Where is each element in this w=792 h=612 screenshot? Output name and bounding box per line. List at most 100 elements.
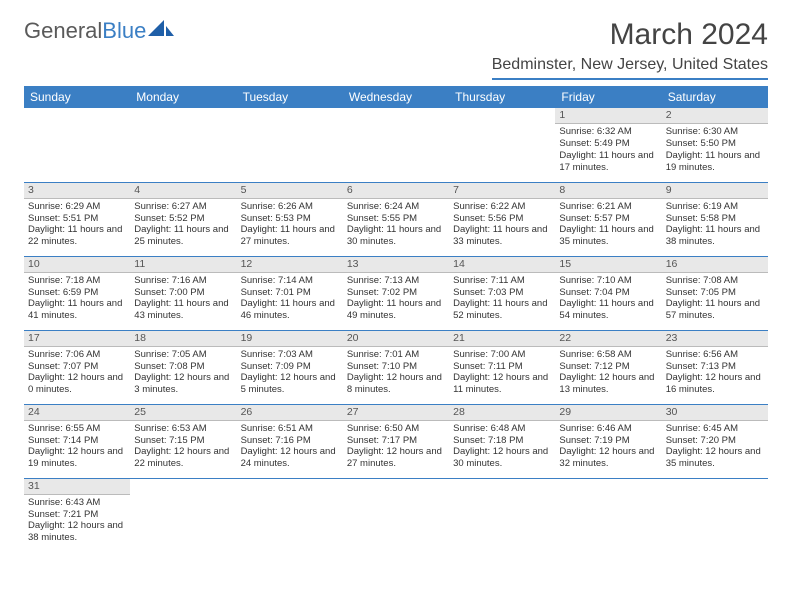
calendar-cell: 3Sunrise: 6:29 AMSunset: 5:51 PMDaylight… xyxy=(24,182,130,256)
day-details: Sunrise: 7:01 AMSunset: 7:10 PMDaylight:… xyxy=(347,349,445,397)
day-number: 16 xyxy=(662,257,768,273)
day-number: 13 xyxy=(343,257,449,273)
calendar-cell: 29 Sunrise: 6:46 AMSunset: 7:19 PMDayligh… xyxy=(555,404,661,478)
weekday-header: Thursday xyxy=(449,86,555,108)
day-number: 12 xyxy=(237,257,343,273)
logo: GeneralBlue xyxy=(24,18,174,44)
day-number xyxy=(662,479,768,494)
calendar-cell: 30Sunrise: 6:45 AMSunset: 7:20 PMDayligh… xyxy=(662,404,768,478)
calendar-cell: 16Sunrise: 7:08 AMSunset: 7:05 PMDayligh… xyxy=(662,256,768,330)
day-number: 29 xyxy=(555,405,661,421)
day-details: Sunrise: 6:43 AMSunset: 7:21 PMDaylight:… xyxy=(28,497,126,545)
day-details: Sunrise: 6:53 AMSunset: 7:15 PMDaylight:… xyxy=(134,423,232,471)
day-details: Sunrise: 6:19 AMSunset: 5:58 PMDaylight:… xyxy=(666,201,764,249)
day-number: 19 xyxy=(237,331,343,347)
day-details: Sunrise: 6:50 AMSunset: 7:17 PMDaylight:… xyxy=(347,423,445,471)
calendar-cell: 7Sunrise: 6:22 AMSunset: 5:56 PMDaylight… xyxy=(449,182,555,256)
day-number: 21 xyxy=(449,331,555,347)
day-number: 1 xyxy=(555,108,661,124)
day-number xyxy=(343,108,449,123)
day-number xyxy=(24,108,130,123)
calendar-cell: 10Sunrise: 7:18 AMSunset: 6:59 PMDayligh… xyxy=(24,256,130,330)
day-number xyxy=(237,479,343,494)
calendar-row: 31 Sunrise: 6:43 AMSunset: 7:21 PMDayligh… xyxy=(24,478,768,552)
calendar-row: 17 Sunrise: 7:06 AMSunset: 7:07 PMDayligh… xyxy=(24,330,768,404)
calendar-cell: 12 Sunrise: 7:14 AMSunset: 7:01 PMDayligh… xyxy=(237,256,343,330)
day-details: Sunrise: 6:27 AMSunset: 5:52 PMDaylight:… xyxy=(134,201,232,249)
calendar-table: SundayMondayTuesdayWednesdayThursdayFrid… xyxy=(24,86,768,552)
day-number: 22 xyxy=(555,331,661,347)
day-number: 18 xyxy=(130,331,236,347)
calendar-row: 24 Sunrise: 6:55 AMSunset: 7:14 PMDayligh… xyxy=(24,404,768,478)
calendar-cell: 26Sunrise: 6:51 AMSunset: 7:16 PMDayligh… xyxy=(237,404,343,478)
calendar-cell: 20 Sunrise: 7:01 AMSunset: 7:10 PMDayligh… xyxy=(343,330,449,404)
calendar-cell: 21 Sunrise: 7:00 AMSunset: 7:11 PMDayligh… xyxy=(449,330,555,404)
calendar-cell-empty xyxy=(237,478,343,552)
day-details: Sunrise: 6:55 AMSunset: 7:14 PMDaylight:… xyxy=(28,423,126,471)
calendar-cell-empty xyxy=(343,108,449,182)
day-number xyxy=(130,108,236,123)
day-details: Sunrise: 6:26 AMSunset: 5:53 PMDaylight:… xyxy=(241,201,339,249)
weekday-header: Wednesday xyxy=(343,86,449,108)
calendar-cell: 11 Sunrise: 7:16 AMSunset: 7:00 PMDayligh… xyxy=(130,256,236,330)
calendar-cell: 1Sunrise: 6:32 AMSunset: 5:49 PMDaylight… xyxy=(555,108,661,182)
calendar-row: 10Sunrise: 7:18 AMSunset: 6:59 PMDayligh… xyxy=(24,256,768,330)
day-number: 5 xyxy=(237,183,343,199)
day-number: 20 xyxy=(343,331,449,347)
day-number: 30 xyxy=(662,405,768,421)
calendar-cell-empty xyxy=(449,108,555,182)
day-details: Sunrise: 7:00 AMSunset: 7:11 PMDaylight:… xyxy=(453,349,551,397)
weekday-header: Tuesday xyxy=(237,86,343,108)
weekday-header: Monday xyxy=(130,86,236,108)
calendar-cell-empty xyxy=(130,108,236,182)
calendar-cell: 31 Sunrise: 6:43 AMSunset: 7:21 PMDayligh… xyxy=(24,478,130,552)
calendar-cell: 4Sunrise: 6:27 AMSunset: 5:52 PMDaylight… xyxy=(130,182,236,256)
calendar-cell: 9 Sunrise: 6:19 AMSunset: 5:58 PMDaylight… xyxy=(662,182,768,256)
calendar-cell-empty xyxy=(237,108,343,182)
calendar-cell-empty xyxy=(24,108,130,182)
logo-text-1: General xyxy=(24,18,102,44)
calendar-cell: 28 Sunrise: 6:48 AMSunset: 7:18 PMDayligh… xyxy=(449,404,555,478)
sail-icon xyxy=(148,18,174,44)
title-block: March 2024 Bedminster, New Jersey, Unite… xyxy=(492,18,768,80)
day-number: 10 xyxy=(24,257,130,273)
day-number xyxy=(130,479,236,494)
day-details: Sunrise: 6:48 AMSunset: 7:18 PMDaylight:… xyxy=(453,423,551,471)
day-details: Sunrise: 7:11 AMSunset: 7:03 PMDaylight:… xyxy=(453,275,551,323)
day-number: 24 xyxy=(24,405,130,421)
month-title: March 2024 xyxy=(492,18,768,52)
day-number: 8 xyxy=(555,183,661,199)
day-details: Sunrise: 6:46 AMSunset: 7:19 PMDaylight:… xyxy=(559,423,657,471)
day-number: 27 xyxy=(343,405,449,421)
day-number: 9 xyxy=(662,183,768,199)
calendar-cell: 2Sunrise: 6:30 AMSunset: 5:50 PMDaylight… xyxy=(662,108,768,182)
day-number: 3 xyxy=(24,183,130,199)
calendar-cell: 5 Sunrise: 6:26 AMSunset: 5:53 PMDaylight… xyxy=(237,182,343,256)
day-details: Sunrise: 7:14 AMSunset: 7:01 PMDaylight:… xyxy=(241,275,339,323)
calendar-cell: 14Sunrise: 7:11 AMSunset: 7:03 PMDayligh… xyxy=(449,256,555,330)
location: Bedminster, New Jersey, United States xyxy=(492,56,768,80)
day-details: Sunrise: 6:21 AMSunset: 5:57 PMDaylight:… xyxy=(559,201,657,249)
day-number: 15 xyxy=(555,257,661,273)
day-details: Sunrise: 7:06 AMSunset: 7:07 PMDaylight:… xyxy=(28,349,126,397)
calendar-cell-empty xyxy=(449,478,555,552)
day-number xyxy=(343,479,449,494)
calendar-cell: 17 Sunrise: 7:06 AMSunset: 7:07 PMDayligh… xyxy=(24,330,130,404)
calendar-cell: 15Sunrise: 7:10 AMSunset: 7:04 PMDayligh… xyxy=(555,256,661,330)
day-number: 28 xyxy=(449,405,555,421)
day-number: 11 xyxy=(130,257,236,273)
calendar-row: 1Sunrise: 6:32 AMSunset: 5:49 PMDaylight… xyxy=(24,108,768,182)
day-number xyxy=(237,108,343,123)
header: GeneralBlue March 2024 Bedminster, New J… xyxy=(24,18,768,80)
day-number: 17 xyxy=(24,331,130,347)
day-details: Sunrise: 6:24 AMSunset: 5:55 PMDaylight:… xyxy=(347,201,445,249)
calendar-cell: 27 Sunrise: 6:50 AMSunset: 7:17 PMDayligh… xyxy=(343,404,449,478)
day-number xyxy=(449,108,555,123)
day-number: 25 xyxy=(130,405,236,421)
day-number: 31 xyxy=(24,479,130,495)
calendar-cell: 18Sunrise: 7:05 AMSunset: 7:08 PMDayligh… xyxy=(130,330,236,404)
day-number xyxy=(449,479,555,494)
day-details: Sunrise: 7:16 AMSunset: 7:00 PMDaylight:… xyxy=(134,275,232,323)
day-details: Sunrise: 6:51 AMSunset: 7:16 PMDaylight:… xyxy=(241,423,339,471)
calendar-cell-empty xyxy=(555,478,661,552)
